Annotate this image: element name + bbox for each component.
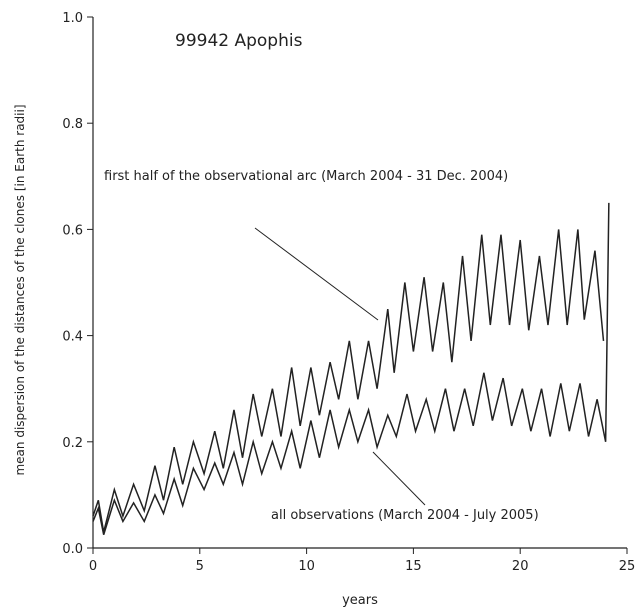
y-tick-label: 0.0: [62, 542, 83, 557]
series-line: [92, 202, 610, 535]
x-tick-label: 0: [89, 559, 97, 574]
x-tick-label: 5: [196, 559, 204, 574]
series-annotation: first half of the observational arc (Mar…: [104, 169, 508, 184]
leader-line: [254, 227, 379, 321]
y-tick-label: 0.6: [62, 223, 83, 238]
chart-title: 99942 Apophis: [175, 31, 303, 51]
y-axis-label: mean dispersion of the distances of the …: [13, 104, 27, 475]
x-axis-label: years: [342, 593, 378, 608]
x-tick-label: 20: [512, 559, 529, 574]
y-tick-label: 1.0: [62, 11, 83, 26]
y-tick-label: 0.2: [62, 436, 83, 451]
leader-line: [372, 451, 426, 506]
x-tick-label: 15: [405, 559, 422, 574]
x-tick-label: 25: [619, 559, 635, 574]
series-line: [92, 229, 605, 533]
y-tick-label: 0.8: [62, 117, 83, 132]
series-annotation: all observations (March 2004 - July 2005…: [271, 508, 539, 523]
x-tick-label: 10: [298, 559, 315, 574]
y-tick-label: 0.4: [62, 330, 83, 345]
